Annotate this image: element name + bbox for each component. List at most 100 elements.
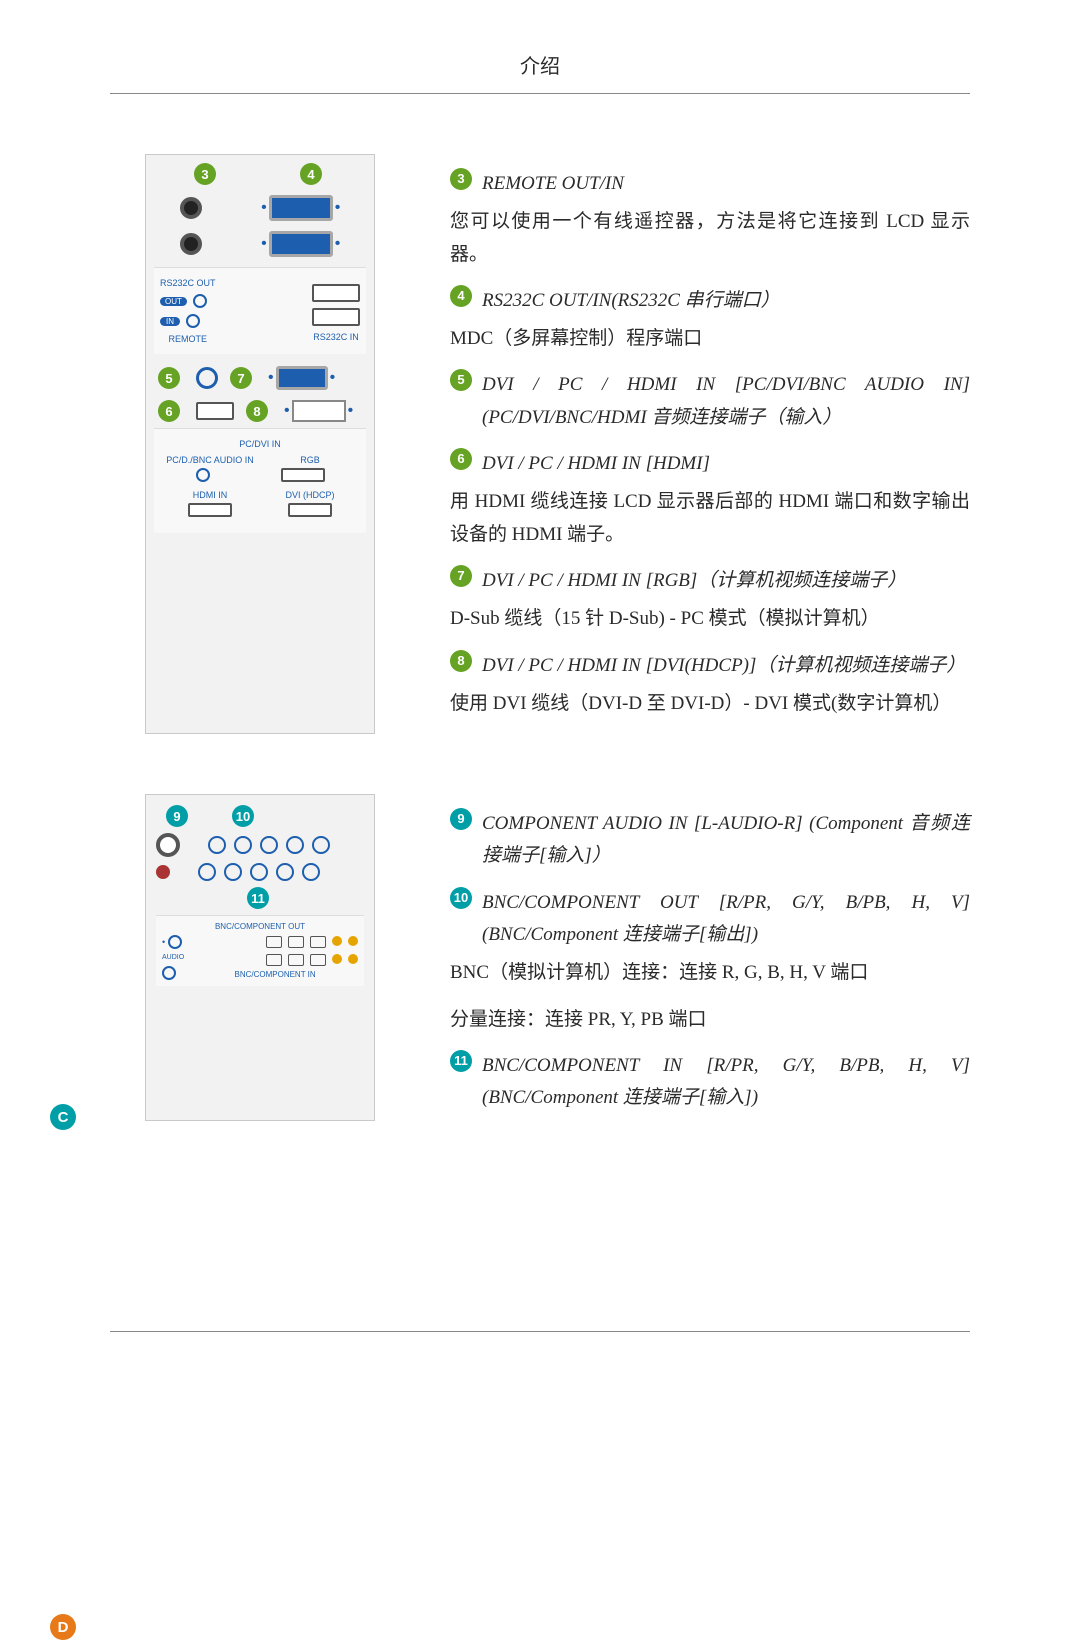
section-11-title: BNC/COMPONENT IN [R/PR, G/Y, B/PB, H, V]… — [482, 1050, 970, 1115]
section-10-head: 10 BNC/COMPONENT OUT [R/PR, G/Y, B/PB, H… — [450, 887, 970, 952]
bullet-6: 6 — [450, 448, 472, 470]
mini-jack-icon — [186, 314, 200, 328]
section-9-head: 9 COMPONENT AUDIO IN [L-AUDIO-R] (Compon… — [450, 808, 970, 873]
bnc-yellow-icon — [348, 936, 358, 946]
section-10-body2: 分量连接：连接 PR, Y, PB 端口 — [450, 1004, 970, 1036]
figure-2-col: 9 10 — [110, 794, 410, 1120]
rca-icon — [276, 863, 294, 881]
section-badge-d: D — [50, 1614, 76, 1640]
rs232c-in-port: •• — [261, 231, 340, 257]
figure-2: 9 10 — [145, 794, 375, 1120]
bullet-9: 9 — [450, 808, 472, 830]
remote-label: REMOTE — [160, 334, 216, 344]
bullet-4: 4 — [450, 285, 472, 307]
text-col-1: 3 REMOTE OUT/IN 您可以使用一个有线遥控器，方法是将它连接到 LC… — [450, 154, 970, 734]
rca-icon — [208, 836, 226, 854]
section-8-head: 8 DVI / PC / HDMI IN [DVI(HDCP)]（计算机视频连接… — [450, 650, 970, 682]
bnc-yellow-icon — [332, 954, 342, 964]
slot-icon — [196, 468, 210, 482]
pcdvi-in-label: PC/DVI IN — [160, 439, 360, 449]
in-label: IN — [160, 317, 180, 326]
marker-4: 4 — [300, 163, 322, 185]
section-6-body: 用 HDMI 缆线连接 LCD 显示器后部的 HDMI 端口和数字输出设备的 H… — [450, 486, 970, 551]
panel-remote-rs232c: RS232C OUT OUT IN REMOTE — [154, 267, 366, 354]
rca-icon — [302, 863, 320, 881]
section-4-body: MDC（多屏幕控制）程序端口 — [450, 323, 970, 355]
rca-icon — [234, 836, 252, 854]
marker-8: 8 — [246, 400, 268, 422]
audio-jack-icon — [196, 367, 218, 389]
bnc-out-label: BNC/COMPONENT OUT — [162, 922, 358, 931]
section-6-head: 6 DVI / PC / HDMI IN [HDMI] — [450, 448, 970, 480]
fig1-label-b: RGB — [262, 455, 358, 465]
remote-in-jack — [180, 233, 202, 255]
audio-mini-label: AUDIO — [162, 954, 184, 961]
row-1: 3 4 •• •• — [110, 154, 970, 734]
bnc-yellow-icon — [348, 954, 358, 964]
bnc-icon — [288, 936, 304, 948]
bottom-rule — [110, 1331, 970, 1332]
rs232c-slot-icon — [312, 284, 360, 302]
mini-jack-icon — [193, 294, 207, 308]
page-title: 介绍 — [110, 50, 970, 79]
section-8-title: DVI / PC / HDMI IN [DVI(HDCP)]（计算机视频连接端子… — [482, 650, 970, 682]
section-3-head: 3 REMOTE OUT/IN — [450, 168, 970, 200]
page: 介绍 C D 3 4 •• — [0, 0, 1080, 1392]
fig1-label-d: DVI (HDCP) — [262, 490, 358, 500]
rca-icon — [260, 836, 278, 854]
slot-icon — [288, 503, 332, 517]
fig1-label-a: PC/D./BNC AUDIO IN — [162, 455, 258, 465]
rca-icon — [312, 836, 330, 854]
bnc-icon — [266, 954, 282, 966]
bnc-in-label: BNC/COMPONENT IN — [192, 970, 358, 979]
remote-out-jack — [180, 197, 202, 219]
marker-9: 9 — [166, 805, 188, 827]
rs232c-out-port: •• — [261, 195, 340, 221]
bullet-3: 3 — [450, 168, 472, 190]
section-10-title: BNC/COMPONENT OUT [R/PR, G/Y, B/PB, H, V… — [482, 887, 970, 952]
rca-icon — [286, 836, 304, 854]
hdmi-port-icon — [196, 402, 234, 420]
bullet-10: 10 — [450, 887, 472, 909]
audio-jack-icon — [156, 833, 180, 857]
section-7-body: D-Sub 缆线（15 针 D-Sub) - PC 模式（模拟计算机） — [450, 603, 970, 635]
section-8-body: 使用 DVI 缆线（DVI-D 至 DVI-D）- DVI 模式(数字计算机） — [450, 688, 970, 720]
panel-pcdvi-in: PC/DVI IN PC/D./BNC AUDIO IN RGB HDMI IN… — [154, 428, 366, 533]
section-7-title: DVI / PC / HDMI IN [RGB]（计算机视频连接端子） — [482, 565, 970, 597]
rca-red-icon — [156, 865, 170, 879]
bnc-yellow-icon — [332, 936, 342, 946]
marker-3: 3 — [194, 163, 216, 185]
rs232c-slot-icon — [312, 308, 360, 326]
mini-icon — [162, 966, 176, 980]
section-6-title: DVI / PC / HDMI IN [HDMI] — [482, 448, 970, 480]
marker-7: 7 — [230, 367, 252, 389]
rgb-port-icon: •• — [268, 366, 335, 390]
slot-icon — [188, 503, 232, 517]
section-4-title: RS232C OUT/IN(RS232C 串行端口） — [482, 285, 970, 317]
bullet-7: 7 — [450, 565, 472, 587]
section-5-title: DVI / PC / HDMI IN [PC/DVI/BNC AUDIO IN]… — [482, 369, 970, 434]
rca-icon — [250, 863, 268, 881]
bullet-11: 11 — [450, 1050, 472, 1072]
bnc-icon — [310, 954, 326, 966]
row-2: 9 10 — [110, 794, 970, 1120]
fig1-label-c: HDMI IN — [162, 490, 258, 500]
slot-icon — [281, 468, 325, 482]
section-4-head: 4 RS232C OUT/IN(RS232C 串行端口） — [450, 285, 970, 317]
text-col-2: 9 COMPONENT AUDIO IN [L-AUDIO-R] (Compon… — [450, 794, 970, 1120]
section-9-title: COMPONENT AUDIO IN [L-AUDIO-R] (Componen… — [482, 808, 970, 873]
panel-bnc-component: BNC/COMPONENT OUT • AUDIO — [156, 915, 364, 986]
figure-1: 3 4 •• •• — [145, 154, 375, 734]
bnc-icon — [266, 936, 282, 948]
marker-5: 5 — [158, 367, 180, 389]
rs232c-in-label: RS232C IN — [312, 332, 360, 342]
mini-icon — [168, 935, 182, 949]
rs232c-out-label: RS232C OUT — [160, 278, 216, 288]
section-5-head: 5 DVI / PC / HDMI IN [PC/DVI/BNC AUDIO I… — [450, 369, 970, 434]
section-11-head: 11 BNC/COMPONENT IN [R/PR, G/Y, B/PB, H,… — [450, 1050, 970, 1115]
bullet-5: 5 — [450, 369, 472, 391]
marker-10: 10 — [232, 805, 254, 827]
marker-11: 11 — [247, 887, 269, 909]
section-3-title: REMOTE OUT/IN — [482, 168, 970, 200]
rca-icon — [224, 863, 242, 881]
